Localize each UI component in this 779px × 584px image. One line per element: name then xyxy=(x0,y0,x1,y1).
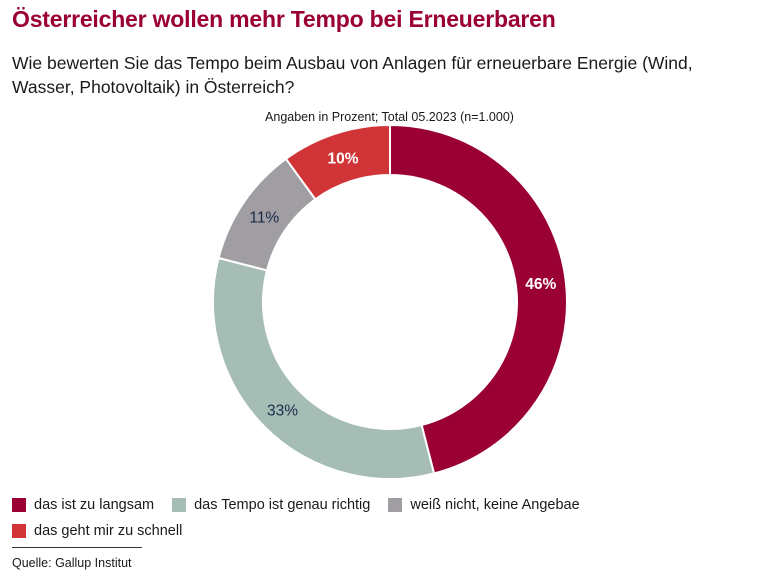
donut-slice xyxy=(212,256,436,480)
slice-value-label: 46% xyxy=(525,276,556,293)
donut-slice xyxy=(389,123,568,475)
legend-swatch xyxy=(388,498,403,512)
slice-value-label: 10% xyxy=(328,150,359,167)
legend-label: das Tempo ist genau richtig xyxy=(194,497,371,513)
chart-subtitle: Wie bewerten Sie das Tempo beim Ausbau v… xyxy=(12,53,693,97)
legend-label: weiß nicht, keine Angebae xyxy=(410,497,580,513)
donut-slice xyxy=(284,123,391,201)
legend-label: das geht mir zu schnell xyxy=(34,523,183,539)
slice-value-label: 33% xyxy=(267,402,298,419)
legend-swatch xyxy=(172,498,187,512)
chart-title: Österreicher wollen mehr Tempo bei Erneu… xyxy=(12,6,556,32)
legend-swatch xyxy=(12,524,26,538)
legend-swatch xyxy=(12,498,26,512)
source-divider xyxy=(12,547,142,548)
legend-item: weiß nicht, keine Angebae xyxy=(388,497,580,513)
legend-item: das geht mir zu schnell xyxy=(12,523,182,539)
legend: das ist zu langsam das Tempo ist genau ri… xyxy=(12,494,772,546)
source-note: Quelle: Gallup Institut xyxy=(12,556,132,570)
legend-row: das geht mir zu schnell xyxy=(12,520,772,542)
legend-label: das ist zu langsam xyxy=(34,497,155,513)
legend-item: das Tempo ist genau richtig xyxy=(172,497,370,513)
legend-item: das ist zu langsam xyxy=(12,497,154,513)
chart-note: Angaben in Prozent; Total 05.2023 (n=1.0… xyxy=(265,110,514,124)
slice-value-label: 11% xyxy=(249,210,279,227)
legend-row: das ist zu langsam das Tempo ist genau ri… xyxy=(12,494,772,516)
